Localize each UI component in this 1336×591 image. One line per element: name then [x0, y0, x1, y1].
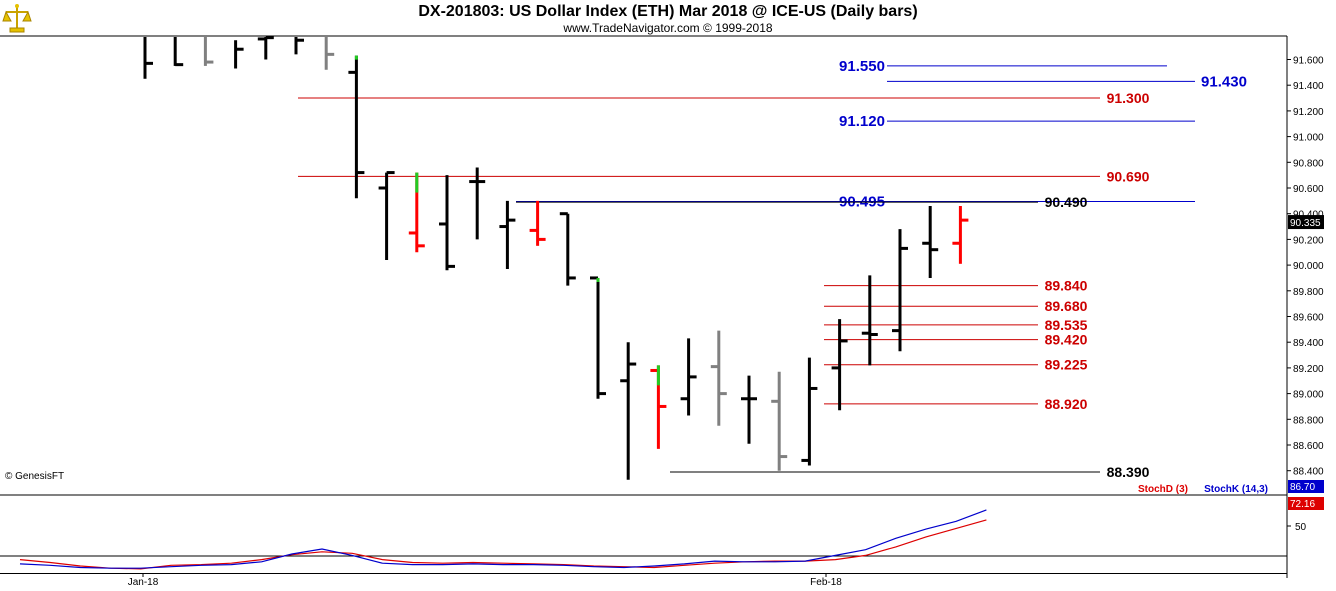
stoch-d-value: 72.16 — [1290, 499, 1315, 510]
chart-header: DX-201803: US Dollar Index (ETH) Mar 201… — [0, 0, 1336, 36]
level-label: 89.535 — [1045, 317, 1088, 333]
stoch-k-legend: StochK (14,3) — [1204, 484, 1268, 495]
chart-frame: © GenesisFT — [0, 35, 1288, 578]
price-bars — [143, 36, 969, 480]
level-label: 90.490 — [1045, 194, 1088, 210]
level-label: 91.300 — [1107, 90, 1150, 106]
price-tick-label: 89.000 — [1293, 390, 1324, 401]
level-label: 88.390 — [1107, 464, 1150, 480]
level-label: 90.690 — [1107, 168, 1150, 184]
price-tick-label: 91.400 — [1293, 81, 1324, 92]
price-tick-label: 91.200 — [1293, 107, 1324, 118]
stoch-d-value-box — [1288, 497, 1324, 510]
price-tick-label: 89.200 — [1293, 364, 1324, 375]
stoch-k-value: 86.70 — [1290, 482, 1315, 493]
level-label: 91.550 — [839, 58, 885, 75]
price-tick-label: 90.200 — [1293, 235, 1324, 246]
stoch-d-line — [19, 519, 987, 570]
price-tick-label: 89.600 — [1293, 313, 1324, 324]
last-price-label: 90.335 — [1290, 218, 1321, 229]
chart-subtitle: www.TradeNavigator.com © 1999-2018 — [563, 21, 773, 35]
level-label: 88.920 — [1045, 396, 1088, 412]
price-tick-label: 90.000 — [1293, 261, 1324, 272]
stochastic-panel: StochD (3) StochK (14,3) 86.70 72.16 50 — [19, 480, 1324, 570]
chart-title: DX-201803: US Dollar Index (ETH) Mar 201… — [418, 3, 918, 20]
stoch-k-line — [19, 509, 987, 569]
level-label: 91.120 — [839, 113, 885, 130]
stoch-k-value-box — [1288, 480, 1324, 493]
price-tick-label: 89.400 — [1293, 338, 1324, 349]
last-price-box — [1288, 215, 1324, 230]
level-label: 89.840 — [1045, 278, 1088, 294]
level-label: 91.430 — [1201, 73, 1247, 90]
price-tick-label: 90.800 — [1293, 158, 1324, 169]
level-label: 89.225 — [1045, 357, 1088, 373]
price-axis: 91.60091.40091.20091.00090.80090.60090.4… — [1287, 56, 1324, 478]
price-tick-label: 88.400 — [1293, 467, 1324, 478]
price-tick-label: 91.600 — [1293, 56, 1324, 67]
watermark: © GenesisFT — [5, 471, 64, 482]
price-tick-label: 88.800 — [1293, 415, 1324, 426]
stoch-d-legend: StochD (3) — [1138, 484, 1188, 495]
time-tick-label: Jan-18 — [128, 577, 159, 588]
price-tick-label: 89.800 — [1293, 287, 1324, 298]
level-label: 89.420 — [1045, 332, 1088, 348]
level-label: 89.680 — [1045, 298, 1088, 314]
time-tick-label: Feb-18 — [810, 577, 842, 588]
price-tick-label: 90.600 — [1293, 184, 1324, 195]
stoch-tick-label: 50 — [1295, 522, 1307, 533]
price-tick-label: 88.600 — [1293, 441, 1324, 452]
trade-navigator-logo — [2, 2, 32, 34]
price-tick-label: 91.000 — [1293, 133, 1324, 144]
time-axis: Jan-18 Feb-18 — [128, 573, 842, 588]
